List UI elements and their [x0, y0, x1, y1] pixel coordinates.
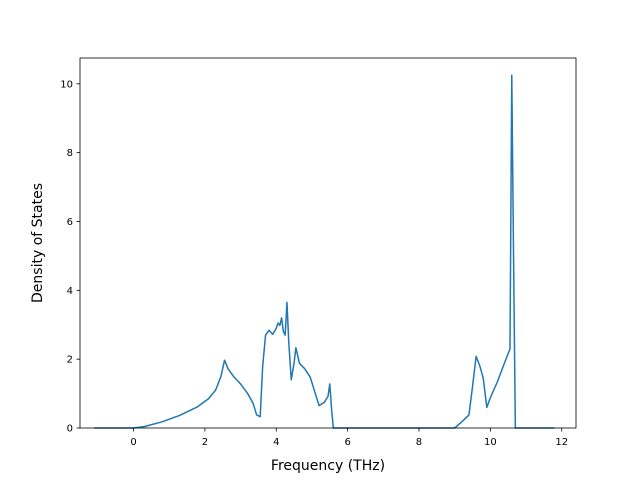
x-tick-label: 0 — [130, 437, 136, 448]
x-tick-label: 8 — [416, 437, 422, 448]
x-tick-label: 6 — [344, 437, 350, 448]
x-axis-ticks: 0 2 4 6 8 10 12 — [130, 428, 568, 448]
y-tick-label: 2 — [67, 355, 73, 366]
y-tick-label: 10 — [60, 79, 73, 90]
plot-frame — [79, 57, 577, 429]
y-axis-label: Density of States — [30, 183, 46, 303]
x-tick-label: 12 — [555, 437, 568, 448]
x-tick-label: 2 — [202, 437, 208, 448]
y-tick-label: 0 — [67, 424, 73, 435]
y-axis-ticks: 0 2 4 6 8 10 — [60, 79, 80, 435]
x-tick-label: 4 — [273, 437, 279, 448]
series-line-0 — [94, 74, 555, 429]
y-tick-label: 8 — [67, 148, 73, 159]
x-axis-label: Frequency (THz) — [271, 458, 385, 474]
y-tick-label: 6 — [67, 217, 73, 228]
series-layer — [94, 74, 555, 429]
y-tick-label: 4 — [67, 286, 73, 297]
x-tick-label: 10 — [484, 437, 497, 448]
plot-area — [80, 58, 576, 428]
